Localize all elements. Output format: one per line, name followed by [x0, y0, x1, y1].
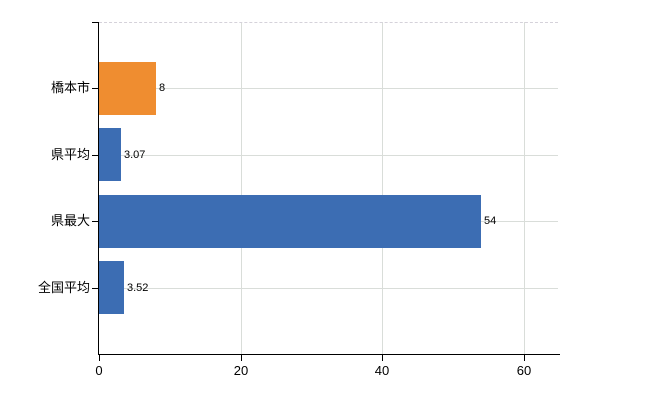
- bar: [99, 128, 121, 181]
- h-gridline: [99, 288, 558, 289]
- x-tick-label: 20: [233, 363, 249, 378]
- y-tick: [92, 88, 98, 89]
- category-label: 全国平均: [37, 280, 90, 295]
- v-gridline: [524, 22, 525, 354]
- x-tick-label: 60: [516, 363, 532, 378]
- x-tick-label: 0: [95, 363, 103, 378]
- h-gridline: [99, 155, 558, 156]
- v-gridline: [382, 22, 383, 354]
- bar: [99, 261, 124, 314]
- bar: [99, 62, 156, 115]
- y-tick: [92, 22, 98, 23]
- bar: [99, 195, 481, 248]
- bar-value-label: 8: [159, 82, 166, 94]
- v-gridline: [241, 22, 242, 354]
- x-tick: [382, 355, 383, 361]
- y-tick: [92, 288, 98, 289]
- plot-top-dashed-border: [99, 22, 558, 23]
- x-tick: [241, 355, 242, 361]
- y-tick: [92, 155, 98, 156]
- x-tick: [99, 355, 100, 361]
- category-label: 橋本市: [50, 80, 90, 95]
- category-label: 県最大: [50, 213, 90, 228]
- bar-value-label: 54: [484, 215, 497, 227]
- category-label: 県平均: [50, 147, 90, 162]
- y-axis-line: [98, 22, 99, 355]
- x-tick-label: 40: [374, 363, 390, 378]
- bar-value-label: 3.52: [127, 282, 149, 294]
- bar-value-label: 3.07: [124, 149, 146, 161]
- h-gridline: [99, 88, 558, 89]
- y-tick: [92, 221, 98, 222]
- x-axis-line: [98, 354, 560, 355]
- x-tick: [524, 355, 525, 361]
